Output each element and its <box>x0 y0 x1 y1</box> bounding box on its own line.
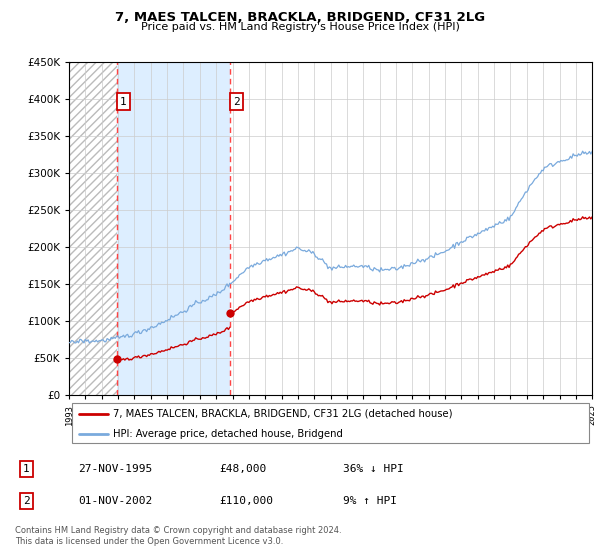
Text: 27-NOV-1995: 27-NOV-1995 <box>78 464 152 474</box>
FancyBboxPatch shape <box>71 403 589 444</box>
Text: 1: 1 <box>23 464 30 474</box>
Text: 7, MAES TALCEN, BRACKLA, BRIDGEND, CF31 2LG: 7, MAES TALCEN, BRACKLA, BRIDGEND, CF31 … <box>115 11 485 24</box>
Text: 9% ↑ HPI: 9% ↑ HPI <box>343 496 397 506</box>
Text: HPI: Average price, detached house, Bridgend: HPI: Average price, detached house, Brid… <box>113 430 343 439</box>
Text: £110,000: £110,000 <box>220 496 274 506</box>
Text: Price paid vs. HM Land Registry's House Price Index (HPI): Price paid vs. HM Land Registry's House … <box>140 22 460 32</box>
Text: £48,000: £48,000 <box>220 464 266 474</box>
Text: 7, MAES TALCEN, BRACKLA, BRIDGEND, CF31 2LG (detached house): 7, MAES TALCEN, BRACKLA, BRIDGEND, CF31 … <box>113 409 453 419</box>
Text: 36% ↓ HPI: 36% ↓ HPI <box>343 464 404 474</box>
Text: 1: 1 <box>120 96 127 106</box>
Text: 2: 2 <box>233 96 240 106</box>
Text: Contains HM Land Registry data © Crown copyright and database right 2024.
This d: Contains HM Land Registry data © Crown c… <box>15 526 341 546</box>
Text: 2: 2 <box>23 496 30 506</box>
Text: 01-NOV-2002: 01-NOV-2002 <box>78 496 152 506</box>
